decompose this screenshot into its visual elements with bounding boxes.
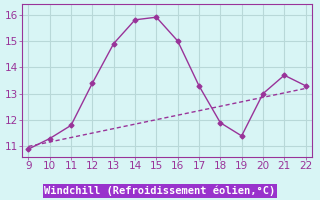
- Text: Windchill (Refroidissement éolien,°C): Windchill (Refroidissement éolien,°C): [44, 186, 276, 196]
